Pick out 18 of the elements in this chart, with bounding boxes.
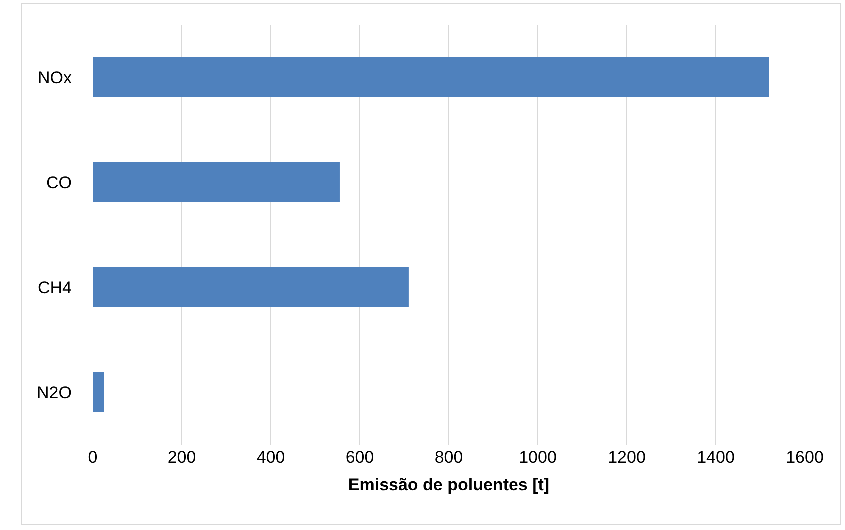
- bar: [93, 372, 104, 412]
- x-tick-label: 400: [256, 448, 286, 467]
- x-tick-label: 0: [88, 448, 98, 467]
- bar: [93, 162, 340, 202]
- x-axis-title: Emissão de poluentes [t]: [348, 475, 550, 494]
- x-tick-label: 800: [434, 448, 464, 467]
- x-tick-label: 600: [346, 448, 374, 467]
- x-tick-label: 200: [168, 448, 196, 467]
- y-tick-label: CH4: [38, 278, 72, 298]
- x-tick-label: 1200: [608, 448, 646, 467]
- bar: [93, 58, 770, 98]
- x-tick-label: 1600: [786, 448, 824, 467]
- y-tick-label: N2O: [37, 383, 72, 402]
- x-tick-label: 1000: [519, 448, 557, 467]
- bar: [93, 268, 409, 308]
- x-tick-label: 1400: [697, 448, 735, 467]
- y-tick-label: NOx: [38, 68, 72, 88]
- y-tick-label: CO: [46, 173, 72, 192]
